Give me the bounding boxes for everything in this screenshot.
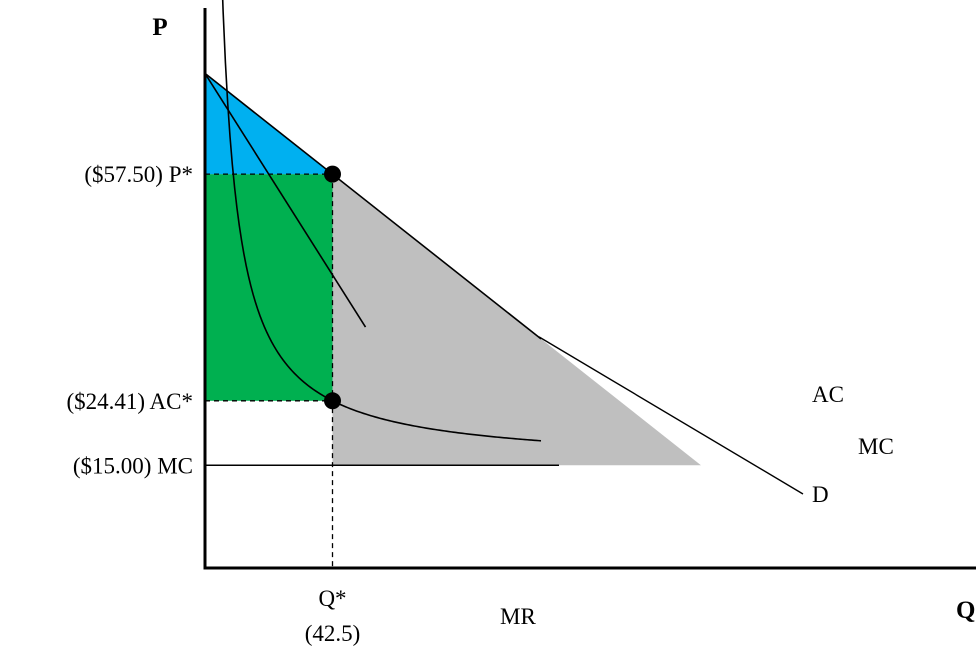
ac-label: AC xyxy=(812,382,844,407)
x-axis-label: Q xyxy=(956,597,975,624)
mc-label: MC xyxy=(858,434,894,459)
point-acstar xyxy=(324,392,341,410)
y-tick-label: ($24.41) AC* xyxy=(67,389,194,414)
x-tick-label: Q* xyxy=(318,586,346,611)
mr-label: MR xyxy=(500,604,536,629)
point-pstar xyxy=(324,165,341,183)
x-tick-sublabel: (42.5) xyxy=(305,621,361,646)
mr-curve xyxy=(204,73,367,328)
d-label: D xyxy=(812,482,829,507)
y-tick-label: ($57.50) P* xyxy=(84,162,193,187)
ac-curve xyxy=(221,0,542,442)
y-axis-label: P xyxy=(152,14,167,41)
profit-area xyxy=(205,174,333,401)
d-label-leader xyxy=(538,336,804,495)
y-tick-label: ($15.00) MC xyxy=(73,453,193,478)
demand-curve xyxy=(204,72,542,340)
